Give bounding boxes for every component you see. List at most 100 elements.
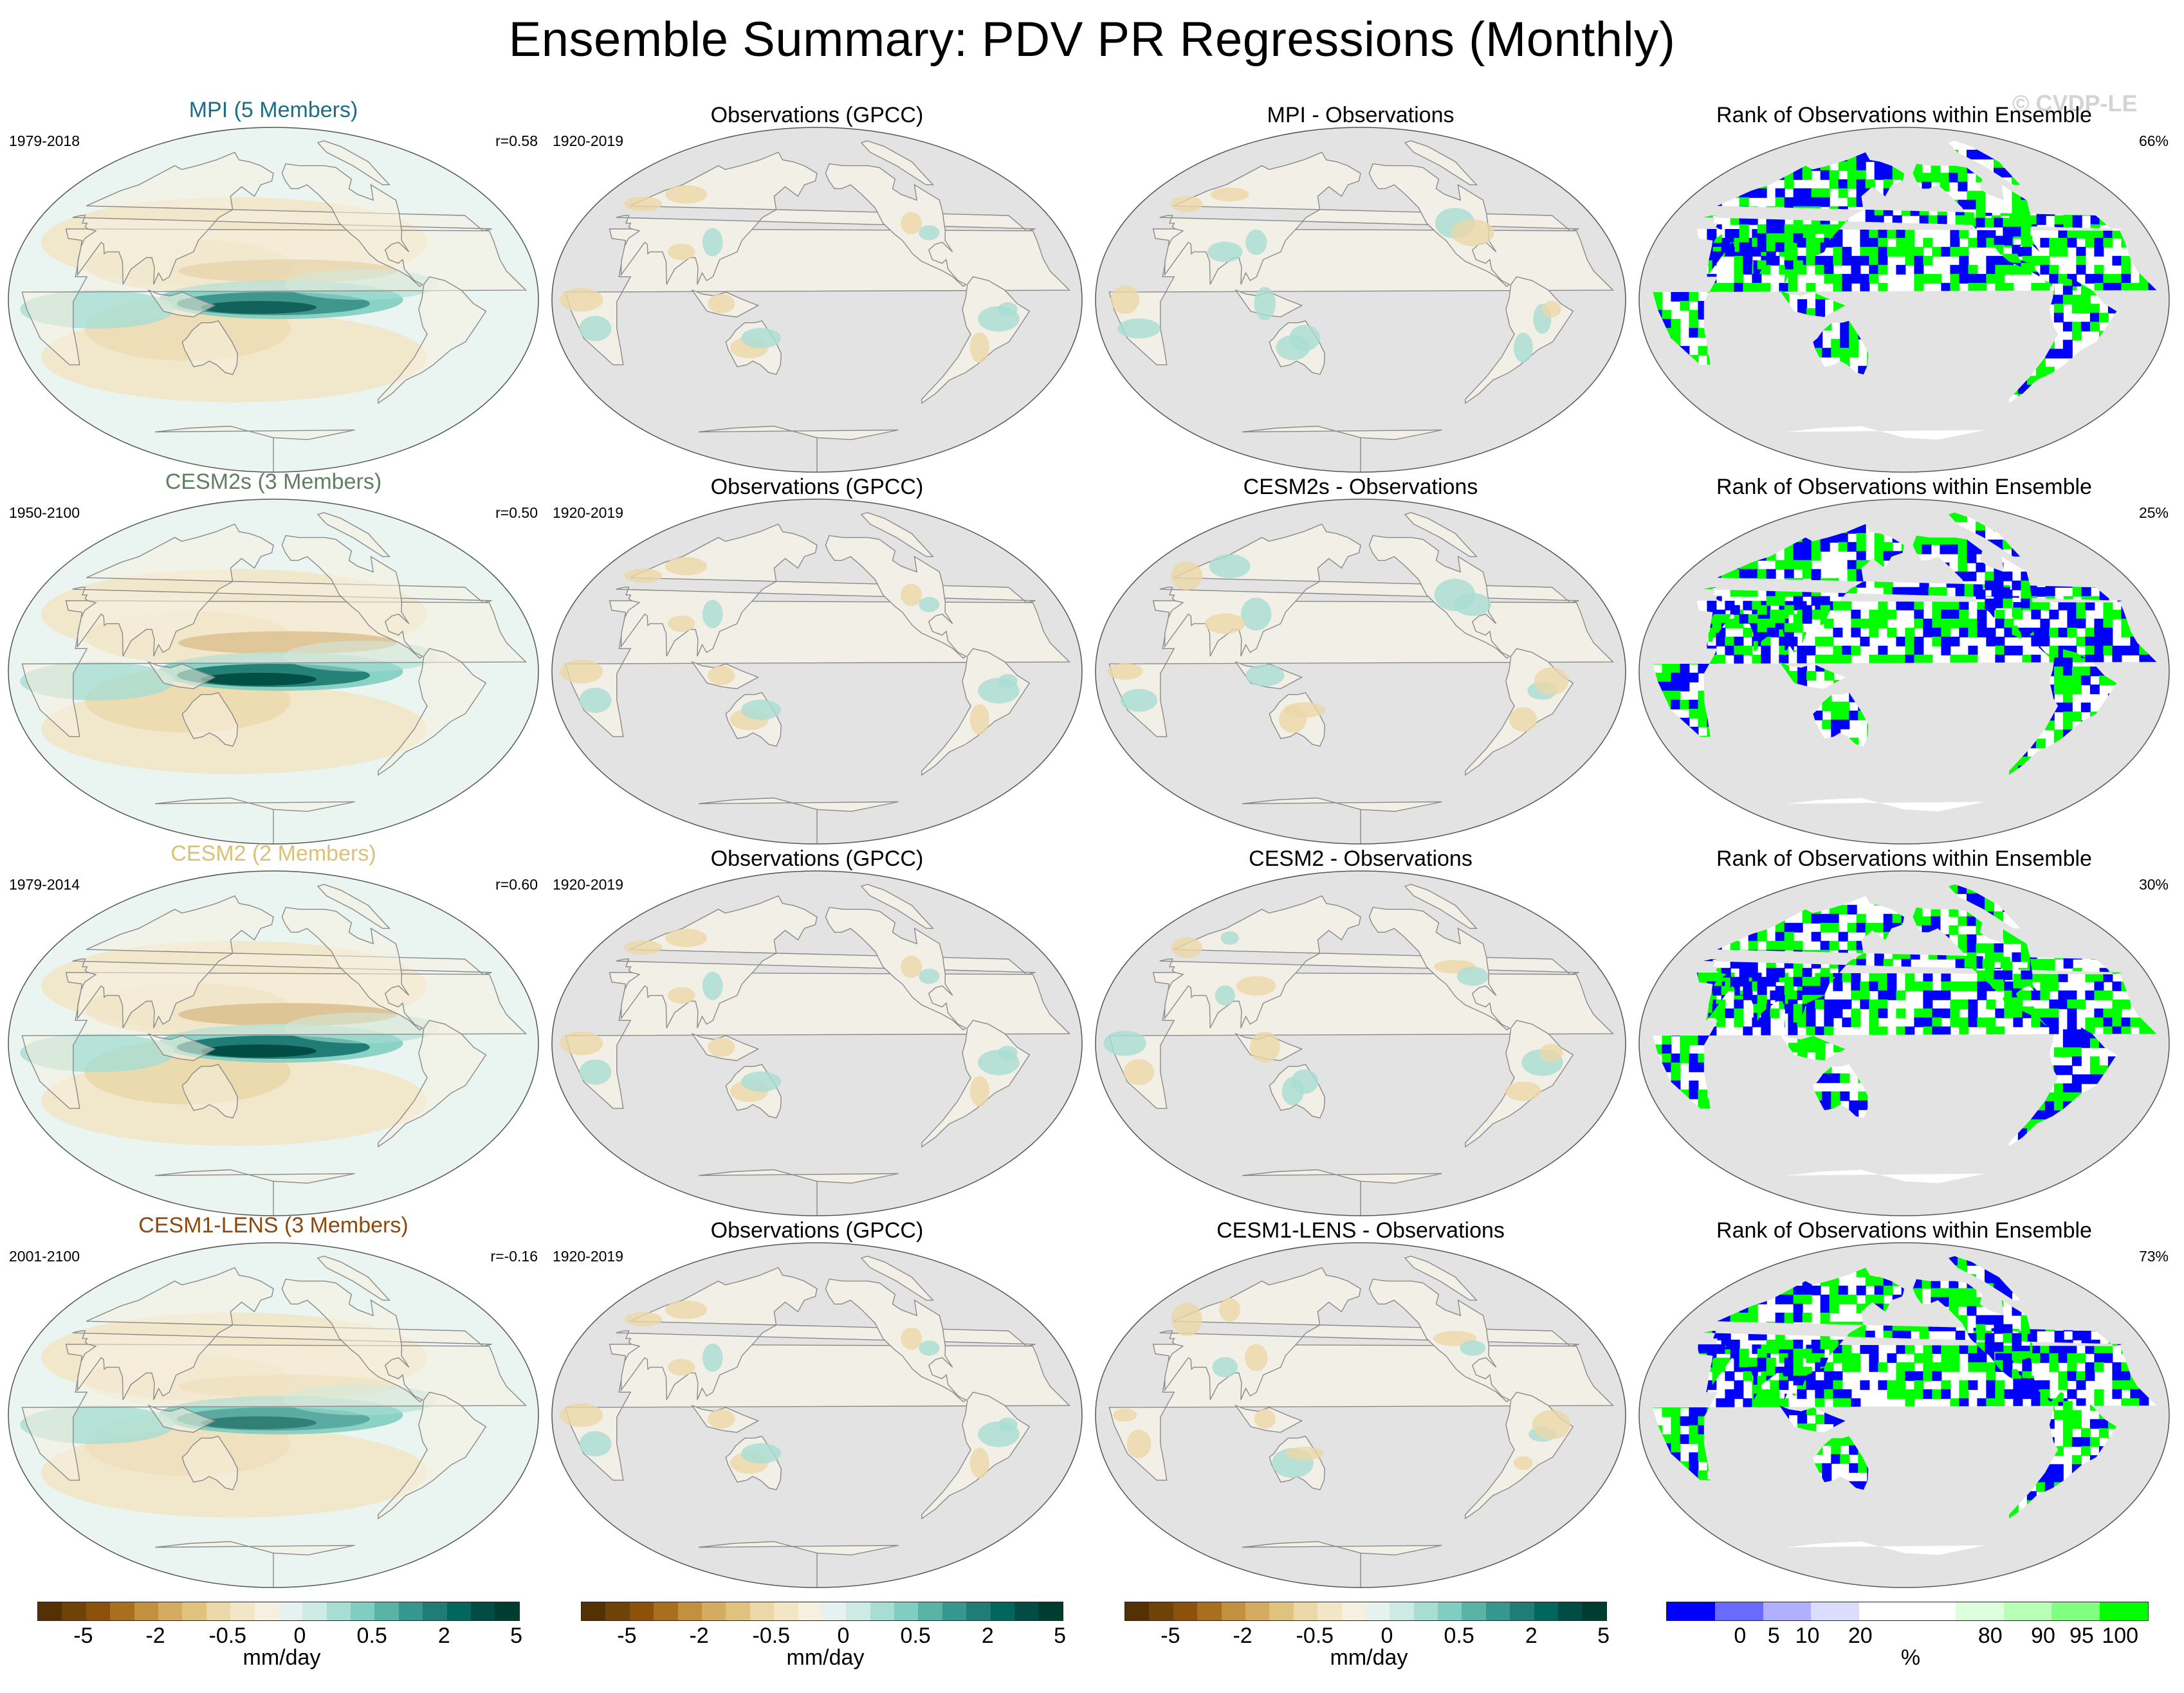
panel-model-row4: CESM1-LENS (3 Members) 2001-2100 r=-0.16 (6, 1213, 540, 1590)
land-anomaly (1254, 287, 1276, 320)
period-label: 1950-2100 (9, 504, 80, 521)
rank-cell (1910, 587, 1920, 597)
land-anomaly (702, 971, 723, 1000)
rank-cell (2003, 235, 2013, 246)
rank-cell (1734, 999, 1744, 1009)
rank-cell (1968, 1362, 1978, 1372)
rank-cell (1815, 264, 1825, 275)
rank-cell (2117, 533, 2123, 543)
rank-cell (2085, 1371, 2095, 1381)
rank-cell (1698, 1107, 1708, 1109)
rank-cell (1802, 1285, 1812, 1295)
rank-cell (1923, 627, 1933, 637)
rank-cell (2080, 675, 2091, 686)
rank-cell (2117, 1285, 2123, 1295)
rank-cell (1860, 246, 1870, 257)
rank-cell (2012, 208, 2022, 219)
rank-cell (2049, 1362, 2059, 1372)
continent-australia (181, 691, 239, 747)
rank-cell (2053, 313, 2064, 323)
rank-cell (2108, 179, 2118, 189)
rank-cell (1721, 1267, 1731, 1277)
rank-cell (1968, 264, 1978, 275)
robinson-map-rank (1638, 1242, 2170, 1588)
rank-cell (2040, 255, 2050, 266)
rank-cell (1698, 1452, 1708, 1462)
rank-cell (2067, 1344, 2077, 1354)
rank-cell (2040, 264, 2050, 275)
rank-cell (1689, 327, 1699, 338)
rank-cell (2080, 1029, 2091, 1039)
rank-cell (1905, 228, 1915, 239)
rank-cell (2072, 1267, 2082, 1277)
rank-cell (2076, 1353, 2086, 1363)
rank-cell (1739, 569, 1749, 579)
rank-cell (2053, 666, 2064, 677)
rank-cell (1712, 524, 1722, 534)
rank-cell (2108, 152, 2118, 162)
rank-cell (2099, 1285, 2109, 1295)
rank-cell (1698, 1035, 1708, 1045)
rank-cell (2094, 246, 2104, 257)
rank-cell (1831, 710, 1841, 720)
rank-cell (1784, 242, 1794, 252)
rank-cell (2004, 645, 2014, 655)
rank-cell (2103, 627, 2113, 637)
rank-cell (1824, 1371, 1834, 1381)
land-anomaly (1113, 1408, 1137, 1422)
rank-cell (1703, 1267, 1713, 1277)
rank-cell (1671, 1425, 1681, 1435)
rank-cell (1698, 1098, 1708, 1108)
rank-cell (1680, 291, 1690, 302)
rank-cell (1985, 943, 1995, 953)
land-anomaly (1241, 598, 1272, 631)
land-anomaly (998, 302, 1018, 316)
rank-cell (1977, 618, 1987, 628)
rank-cell (1955, 958, 1965, 969)
rank-cell (2103, 237, 2113, 248)
rank-cell (2040, 981, 2050, 991)
rank-cell (2085, 237, 2095, 248)
rank-cell (2062, 1083, 2073, 1094)
rank-cell (1840, 719, 1850, 729)
land-anomaly (969, 332, 989, 363)
land-anomaly (668, 987, 695, 1004)
rank-cell (2103, 609, 2113, 619)
continent-antarctica (1242, 425, 1442, 472)
continent-namerica (825, 535, 967, 659)
rank-cell (2003, 589, 2013, 599)
rank-cell (2053, 1101, 2064, 1112)
rank-cell (1959, 255, 1969, 266)
rank-cell (1707, 1344, 1717, 1354)
rank-cell (2031, 1389, 2041, 1399)
rank-cell (2062, 693, 2073, 704)
rank-cell (2099, 904, 2109, 915)
rank-cell (1824, 1026, 1834, 1036)
rank-cell (1860, 282, 1870, 293)
continent-greenland (317, 1256, 390, 1301)
continent-antarctica (1786, 798, 1986, 844)
land-anomaly (901, 955, 922, 978)
rank-cell (2021, 208, 2031, 219)
rank-cell (1887, 627, 1897, 637)
rank-cell (1851, 1008, 1861, 1018)
rank-cell (1931, 172, 1941, 183)
land-anomaly (1505, 1081, 1542, 1101)
rank-cell (1896, 990, 1906, 1000)
rank-cell (1833, 654, 1843, 664)
rank-cell (1689, 1062, 1699, 1072)
rank-cell (1892, 587, 1902, 597)
rank-cell (1847, 569, 1857, 579)
rank-cell (1883, 551, 1893, 561)
rank-cell (2036, 958, 2046, 969)
rank-cell (1856, 179, 1866, 189)
rank-cell (1662, 1035, 1672, 1045)
rank-cell (1905, 600, 1915, 610)
rank-cell (1793, 623, 1803, 633)
rank-cell (2058, 237, 2068, 248)
rank-cell (2044, 1101, 2055, 1112)
rank-cell (2081, 533, 2091, 543)
rank-cell (2085, 228, 2095, 239)
rank-cell (1940, 172, 1950, 183)
rank-cell (1985, 970, 1995, 980)
